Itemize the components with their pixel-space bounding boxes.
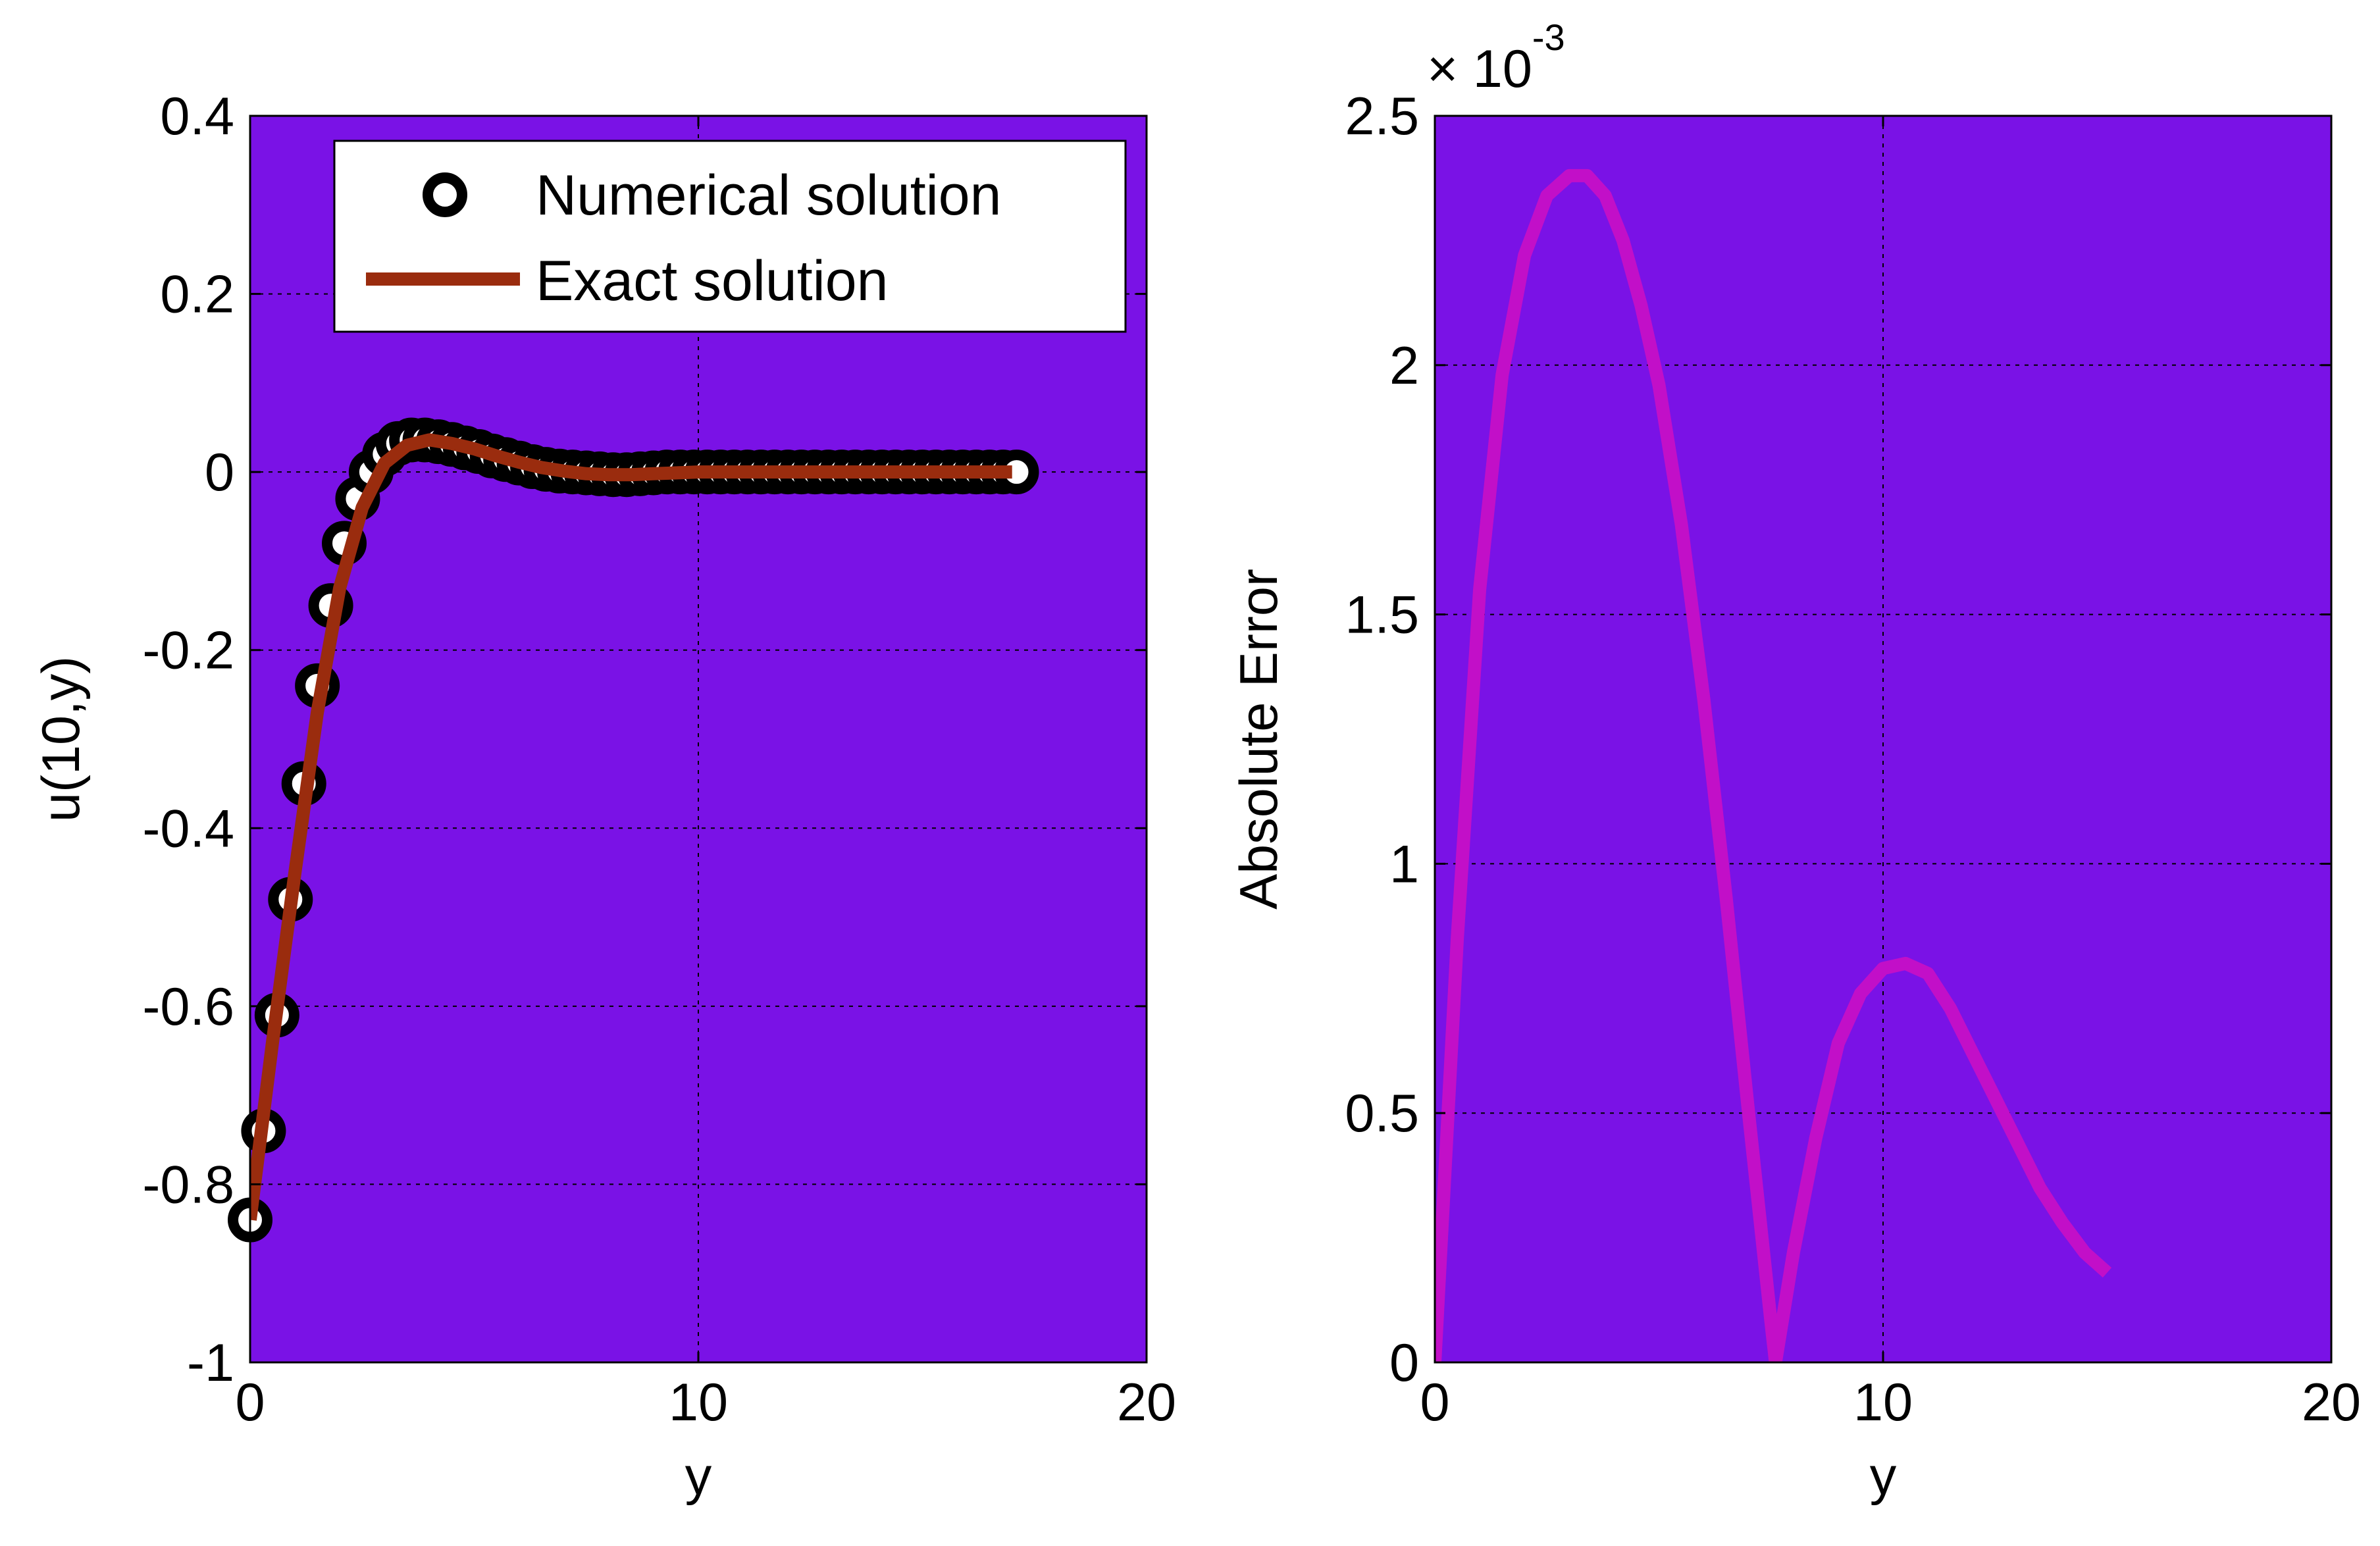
y-tick-label: -0.4 [142,799,234,858]
ticks-left: 0 10 20 -1 -0.8 -0.6 -0.4 -0.2 0 0.2 0.4 [142,87,1176,1432]
x-tick-label: 20 [2302,1373,2361,1432]
x-axis-label-right: y [1870,1447,1897,1506]
series-line-exact-solution [250,433,1012,1221]
grid-right [1435,116,2331,1362]
legend-marker-numerical-solution [423,172,467,217]
x-tick-label: 20 [1117,1373,1176,1432]
y-axis-exponent: × 10-3 [1427,16,1565,99]
y-tick-label: 2.5 [1345,87,1419,146]
legend-box [333,140,1127,333]
series-line-series-0 [1435,168,2112,1362]
y-tick-label: 0 [1389,1333,1419,1393]
y-axis-label-right: Absolute Error [1229,569,1289,910]
plot-area-right [1435,116,2331,1362]
y-tick-label: 0.5 [1345,1084,1419,1143]
ticks-right: 0 10 20 0 0.5 1 1.5 2 2.5 [1345,87,2361,1432]
x-tick-label: 10 [1853,1373,1913,1432]
y-tick-label: 0.4 [160,87,234,146]
legend-label-exact-solution: Exact solution [536,249,888,313]
y-tick-label: -0.6 [142,977,234,1037]
y-tick-label: 0.2 [160,265,234,324]
y-tick-label: 1 [1389,835,1419,894]
x-axis-label-left: y [685,1447,712,1506]
y-tick-label: -0.2 [142,621,234,681]
y-tick-label: -0.8 [142,1155,234,1214]
y-axis-exponent-base: × 10 [1427,39,1532,99]
chart-left: 0 10 20 -1 -0.8 -0.6 -0.4 -0.2 0 0.2 0.4 y u(10,y)… [32,87,1176,1506]
legend: Numerical solution Exact solution [333,140,1127,333]
x-tick-label: 0 [235,1373,265,1432]
x-tick-label: 0 [1420,1373,1449,1432]
legend-label-numerical-solution: Numerical solution [536,164,1001,227]
series-right [1435,168,2112,1362]
y-tick-label: 0 [205,443,234,502]
y-tick-label: -1 [187,1333,234,1393]
y-axis-exponent-power: -3 [1532,16,1565,58]
y-axis-label-left: u(10,y) [32,656,91,822]
y-tick-label: 2 [1389,336,1419,396]
chart-right: 0 10 20 0 0.5 1 1.5 2 2.5 y Absolute Error × 10-… [1229,16,2361,1506]
y-tick-label: 1.5 [1345,586,1419,645]
x-tick-label: 10 [669,1373,728,1432]
